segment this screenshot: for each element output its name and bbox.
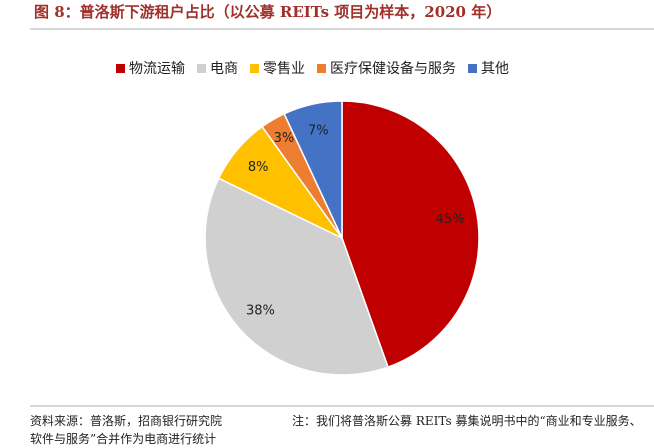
legend-swatch: [116, 64, 125, 73]
legend-swatch: [250, 64, 259, 73]
legend-label: 医疗保健设备与服务: [330, 60, 456, 77]
data-label: 45%: [436, 212, 465, 227]
legend-label: 电商: [210, 61, 238, 77]
data-label: 3%: [274, 131, 295, 146]
legend-label: 零售业: [263, 61, 305, 77]
pie-slice: [283, 100, 343, 239]
legend-swatch: [317, 64, 326, 73]
legend-label: 其他: [481, 61, 509, 77]
chart: 图 8：普洛斯下游租户占比（以公募 REITs 项目为样本，2020 年） 物流…: [30, 3, 654, 407]
pie-slice: [204, 177, 389, 376]
legend-swatch: [197, 64, 206, 73]
chart-title: 图 8：普洛斯下游租户占比（以公募 REITs 项目为样本，2020 年）: [34, 3, 501, 21]
data-label: 7%: [308, 123, 329, 138]
data-label: 8%: [248, 160, 269, 175]
note: 注：我们将普洛斯公募 REITs 募集说明书中的“商业和专业服务、软件与服务”合…: [30, 414, 642, 446]
footer: 资料来源：普洛斯，招商银行研究院 注：我们将普洛斯公募 REITs 募集说明书中的…: [30, 412, 650, 448]
data-label: 38%: [246, 304, 275, 319]
pie-slice: [341, 100, 480, 369]
legend-swatch: [468, 64, 477, 73]
source: 资料来源：普洛斯，招商银行研究院: [30, 414, 223, 428]
legend-label: 物流运输: [129, 61, 185, 77]
